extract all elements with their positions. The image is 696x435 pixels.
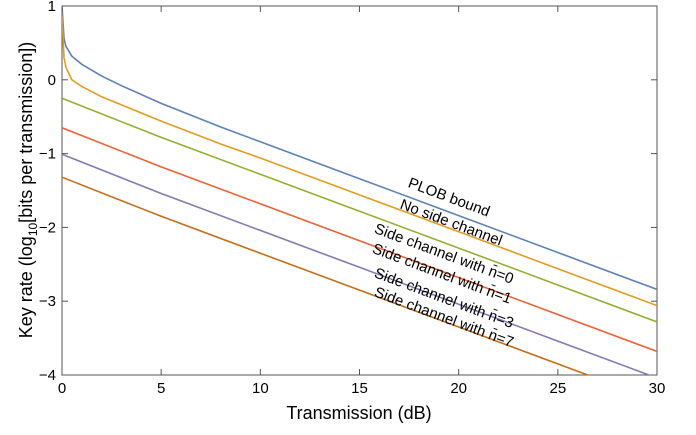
series-line-3 <box>62 127 657 353</box>
series-line-5 <box>62 176 590 375</box>
series-line-4 <box>62 153 652 375</box>
y-axis-title-tail: [bits per transmission]) <box>16 42 36 223</box>
x-tick-label: 30 <box>649 380 666 397</box>
y-tick-label: −4 <box>39 367 56 384</box>
y-tick-label: 0 <box>48 72 56 89</box>
x-tick-label: 25 <box>549 380 566 397</box>
y-axis-title-sub: 10 <box>26 223 40 237</box>
y-axis-title-main: Key rate (log <box>16 236 36 338</box>
series-line-1 <box>62 15 657 307</box>
x-tick-label: 5 <box>157 380 165 397</box>
y-axis-title: Key rate (log10[bits per transmission]) <box>16 42 40 338</box>
series-line-2 <box>62 97 657 323</box>
x-tick-label: 20 <box>450 380 467 397</box>
y-tick-label: −2 <box>39 219 56 236</box>
x-axis-title: Transmission (dB) <box>286 403 431 423</box>
x-tick-label: 0 <box>58 380 66 397</box>
plot-frame <box>61 5 658 376</box>
x-tick-label: 10 <box>252 380 269 397</box>
y-tick-label: 1 <box>48 0 56 15</box>
x-tick-label: 15 <box>351 380 368 397</box>
x-axis-ticks: 0 5 10 15 20 25 30 <box>58 6 666 397</box>
y-tick-label: −3 <box>39 293 56 310</box>
y-axis-ticks: −4 −3 −2 −1 0 1 <box>39 0 657 384</box>
series-line-0 <box>62 6 657 291</box>
series-lines <box>62 6 657 375</box>
y-tick-label: −1 <box>39 146 56 163</box>
